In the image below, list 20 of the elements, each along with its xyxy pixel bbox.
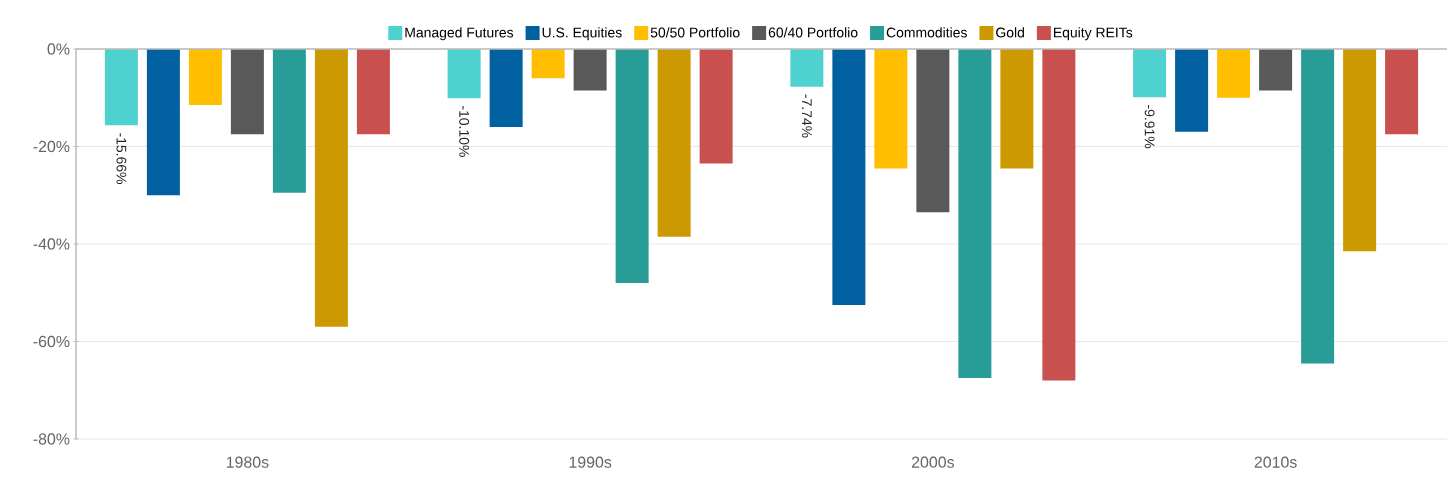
legend-label: 60/40 Portfolio	[768, 27, 858, 38]
legend-label: Commodities	[886, 27, 967, 38]
legend-label: U.S. Equities	[542, 27, 622, 41]
data-label: -9.91%	[1144, 105, 1155, 149]
legend-label: Equity REITs	[1054, 27, 1133, 41]
y-tick-label: -60%	[33, 335, 70, 348]
data-label: -10.10%	[459, 106, 470, 157]
legend-label: Managed Futures	[405, 27, 514, 41]
y-tick-label: -80%	[33, 433, 70, 445]
data-label: -7.74%	[801, 94, 812, 138]
data-label: -15.66%	[116, 133, 127, 184]
x-tick-label: 2000s	[911, 456, 954, 468]
y-tick-label: -20%	[33, 140, 70, 153]
y-tick-label: 0%	[47, 43, 70, 55]
y-tick-label: -40%	[33, 238, 70, 250]
x-tick-label: 1980s	[226, 456, 269, 468]
legend-label: 50/50 Portfolio	[650, 27, 740, 38]
legend-label: Gold	[996, 27, 1024, 38]
x-tick-label: 1990s	[569, 456, 612, 468]
x-tick-label: 2010s	[1254, 456, 1297, 468]
